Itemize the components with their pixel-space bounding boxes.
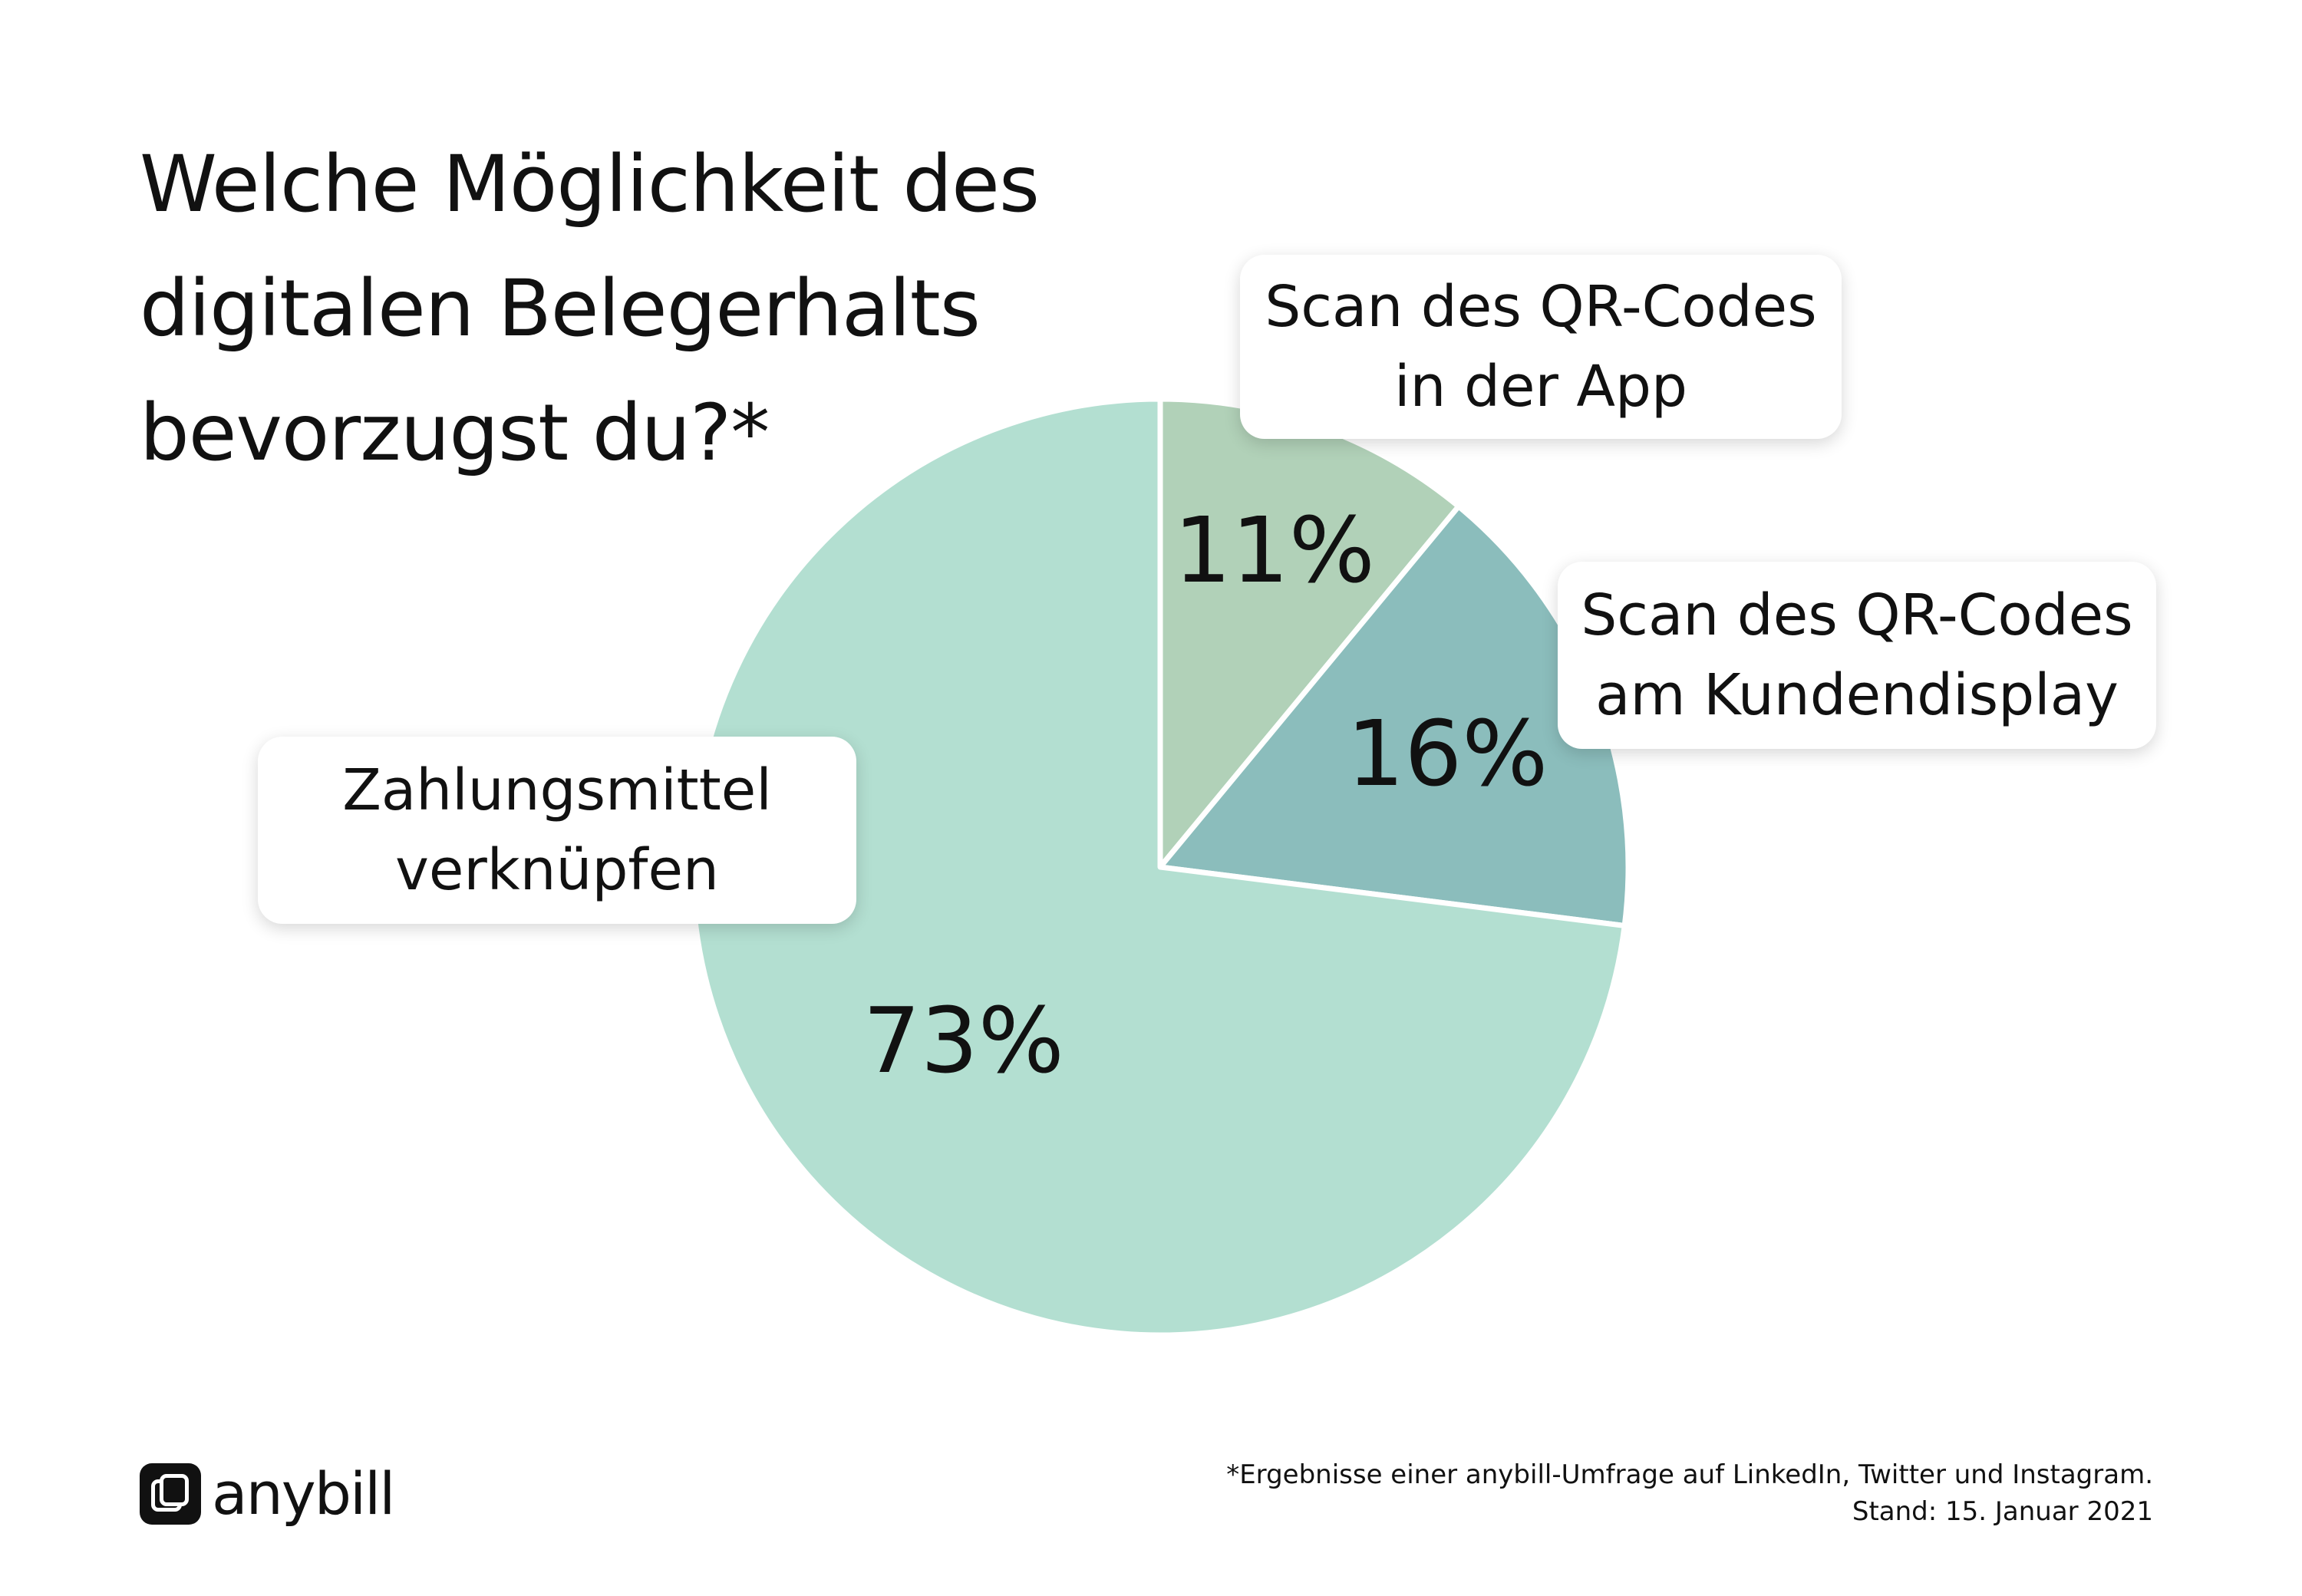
pie-slice-payment	[689, 396, 1628, 1338]
callout-qr-display-line-2: am Kundendisplay	[1595, 662, 2119, 728]
chart-title: Welche Möglichkeit des digitalen Beleger…	[140, 123, 1137, 496]
callout-qr-display: Scan des QR-Codes am Kundendisplay	[1558, 562, 2156, 749]
pie-value-label-qr-app: 11%	[1174, 497, 1375, 603]
callout-qr-app: Scan des QR-Codes in der App	[1240, 255, 1842, 439]
anybill-logo-icon	[140, 1463, 201, 1525]
chart-title-line-1: Welche Möglichkeit des	[140, 139, 1040, 230]
pie-value-labels: 11% 16% 73%	[863, 497, 1548, 1093]
callout-qr-display-line-1: Scan des QR-Codes	[1581, 582, 2133, 648]
pie-value-label-qr-display: 16%	[1347, 701, 1548, 806]
pie-value-label-payment: 73%	[863, 988, 1064, 1093]
callout-payment-line-1: Zahlungsmittel	[342, 757, 772, 823]
footnote-date: Stand: 15. Januar 2021	[1852, 1496, 2153, 1527]
callout-payment: Zahlungsmittel verknüpfen	[258, 737, 856, 924]
footnote-source: *Ergebnisse einer anybill-Umfrage auf Li…	[1226, 1459, 2153, 1490]
callout-qr-app-line-2: in der App	[1394, 354, 1687, 420]
footnote: *Ergebnisse einer anybill-Umfrage auf Li…	[1226, 1456, 2153, 1530]
brand-name: anybill	[212, 1459, 395, 1528]
pie-slices	[689, 396, 1631, 1338]
callout-qr-app-line-1: Scan des QR-Codes	[1265, 274, 1817, 340]
chart-title-line-3: bevorzugst du?*	[140, 387, 770, 479]
callout-payment-line-2: verknüpfen	[395, 837, 719, 903]
chart-title-line-2: digitalen Belegerhalts	[140, 263, 981, 354]
brand-logo: anybill	[140, 1459, 395, 1528]
